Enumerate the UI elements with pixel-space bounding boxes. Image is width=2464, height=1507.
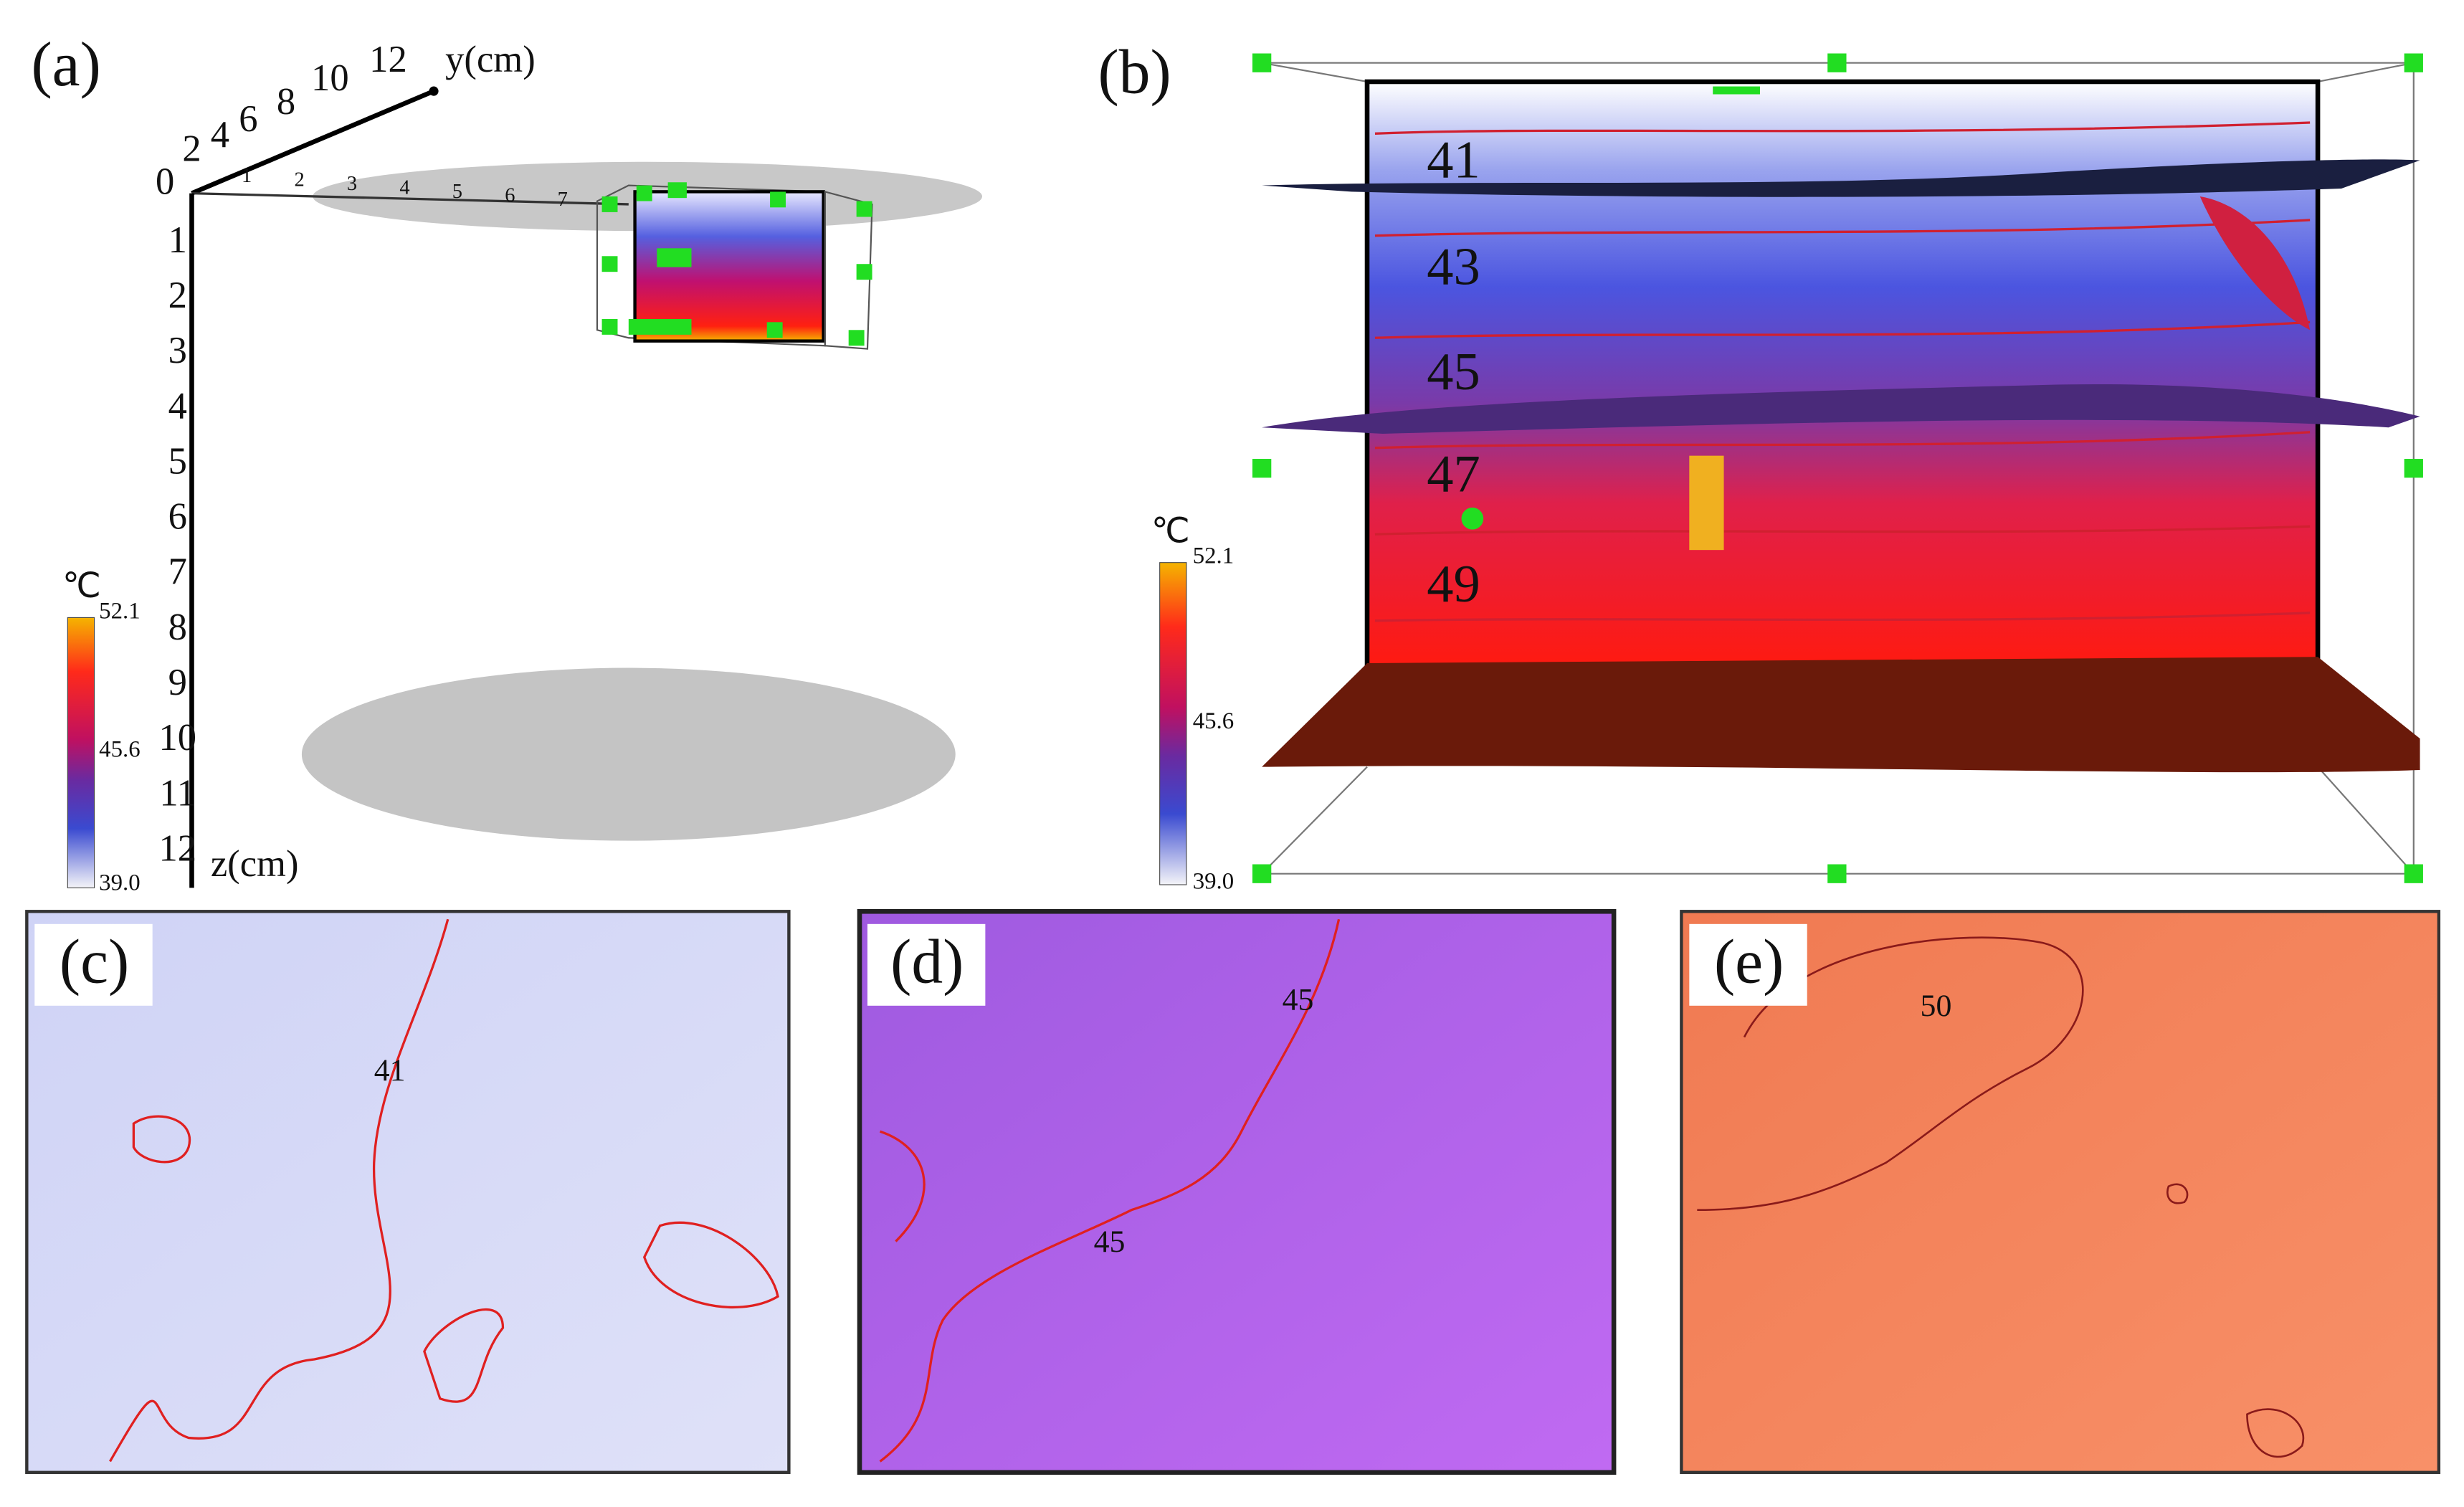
y-tick-label: 4 <box>211 114 229 156</box>
z-tick-label: 10 <box>158 717 196 759</box>
panel-label: (d) <box>890 926 964 996</box>
x-tick-label: 4 <box>399 177 409 199</box>
contours <box>109 918 779 1463</box>
y-tick-label: 6 <box>239 98 257 140</box>
panel-e-map <box>1680 910 2441 1474</box>
axis-end <box>429 86 439 96</box>
contour-label: 41 <box>1427 130 1480 189</box>
colorbar <box>67 617 95 888</box>
z-tick-label: 11 <box>159 772 196 814</box>
x-tick-label: 1 <box>242 165 252 187</box>
handles <box>601 182 872 346</box>
z-tick-label: 9 <box>168 662 187 703</box>
colorbar <box>1159 562 1187 885</box>
iso-surface <box>1262 159 2420 197</box>
z-tick-label: 2 <box>168 275 187 316</box>
label-box <box>34 923 153 1006</box>
x-tick-label: 7 <box>558 189 568 211</box>
y-tick-label: 12 <box>369 39 407 80</box>
z-tick-label: 1 <box>168 219 187 261</box>
iso-surface <box>1262 384 2420 434</box>
handles <box>1252 53 2423 883</box>
x-tick-label: 2 <box>295 169 305 191</box>
contour-label: 50 <box>1921 989 1952 1023</box>
z-tick-label: 4 <box>168 385 187 427</box>
contour-label: 41 <box>374 1053 406 1088</box>
y-tick-label: 8 <box>277 81 295 123</box>
hot-spot <box>1689 455 1724 551</box>
label-box <box>1689 923 1807 1006</box>
z-tick-label: 3 <box>168 330 187 371</box>
y-tick-label: 10 <box>311 57 349 99</box>
y-tick-label: 0 <box>156 161 174 203</box>
contour-label: 47 <box>1427 445 1480 504</box>
bottom-surface <box>1262 657 2420 773</box>
label-box <box>867 923 986 1006</box>
x-tick-label: 3 <box>347 173 357 195</box>
panel-a <box>67 86 982 888</box>
z-tick-label: 6 <box>168 496 187 538</box>
x-tick-label: 6 <box>505 185 515 207</box>
panel-label: (b) <box>1098 37 1171 107</box>
panel-label: (a) <box>31 29 100 99</box>
panel-c-map <box>25 910 791 1474</box>
contour-label: 45 <box>1094 1225 1126 1259</box>
contours <box>1697 936 2305 1458</box>
x-axis <box>191 191 629 206</box>
contour-label: 43 <box>1427 237 1480 296</box>
colorbar-unit: ℃ <box>62 567 101 605</box>
y-axis <box>191 89 435 196</box>
panel-b <box>1159 53 2423 885</box>
box-frame <box>824 190 873 350</box>
contour-label: 49 <box>1427 555 1480 614</box>
z-tick-label: 8 <box>168 607 187 648</box>
bottom-disc <box>301 667 956 841</box>
colorbar-label: 45.6 <box>1193 708 1235 734</box>
contours <box>1374 121 2311 622</box>
z-tick-label: 5 <box>168 440 187 482</box>
colorbar-label: 52.1 <box>1193 543 1235 569</box>
hot-spot <box>2199 196 2311 331</box>
colorbar-label: 39.0 <box>99 870 141 896</box>
colorbar-label: 52.1 <box>99 598 141 624</box>
contour-label: 45 <box>1283 982 1314 1017</box>
x-tick-label: 5 <box>452 181 462 203</box>
panel-label: (e) <box>1714 926 1784 996</box>
colorbar-label: 45.6 <box>99 736 141 762</box>
z-tick-label: 12 <box>158 828 196 870</box>
panel-label: (c) <box>60 926 129 996</box>
z-tick-label: 7 <box>168 551 187 593</box>
colorbar-label: 39.0 <box>1193 868 1235 894</box>
colorbar-unit: ℃ <box>1151 512 1190 550</box>
contour-label: 45 <box>1427 343 1480 401</box>
axis-title: z(cm) <box>211 843 299 885</box>
y-tick-label: 2 <box>182 128 201 170</box>
contours <box>879 918 1341 1463</box>
axis-title: y(cm) <box>445 39 536 80</box>
